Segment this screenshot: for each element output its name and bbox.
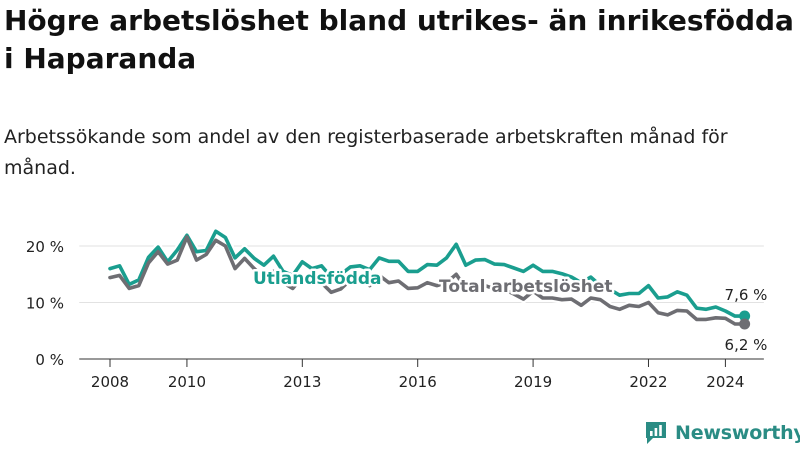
x-tick-label: 2022	[629, 373, 667, 391]
x-tick-label: 2008	[91, 373, 129, 391]
end-value-label: 7,6 %	[725, 286, 768, 304]
y-tick-label: 0 %	[35, 351, 64, 369]
series-end-point	[739, 318, 751, 330]
x-tick-label: 2024	[706, 373, 744, 391]
chart-title: Högre arbetslöshet bland utrikes- än inr…	[4, 4, 794, 75]
x-tick-label: 2016	[399, 373, 437, 391]
chart-subtitle: Arbetssökande som andel av den registerb…	[4, 126, 728, 179]
newsworthy-logo: Newsworthy	[644, 419, 800, 447]
series-label: Utlandsfödda	[253, 269, 382, 289]
series-line	[108, 229, 747, 318]
series-line	[108, 235, 747, 326]
x-tick-label: 2010	[168, 373, 206, 391]
brand-name: Newsworthy	[675, 422, 800, 444]
series-label: Total arbetslöshet	[439, 277, 613, 297]
end-value-label: 6,2 %	[725, 336, 768, 354]
y-tick-label: 20 %	[26, 238, 64, 256]
x-tick-label: 2019	[514, 373, 552, 391]
y-tick-label: 10 %	[26, 295, 64, 313]
x-tick-label: 2013	[283, 373, 321, 391]
newsworthy-logo-icon	[646, 422, 666, 444]
series-end-point	[739, 310, 751, 322]
